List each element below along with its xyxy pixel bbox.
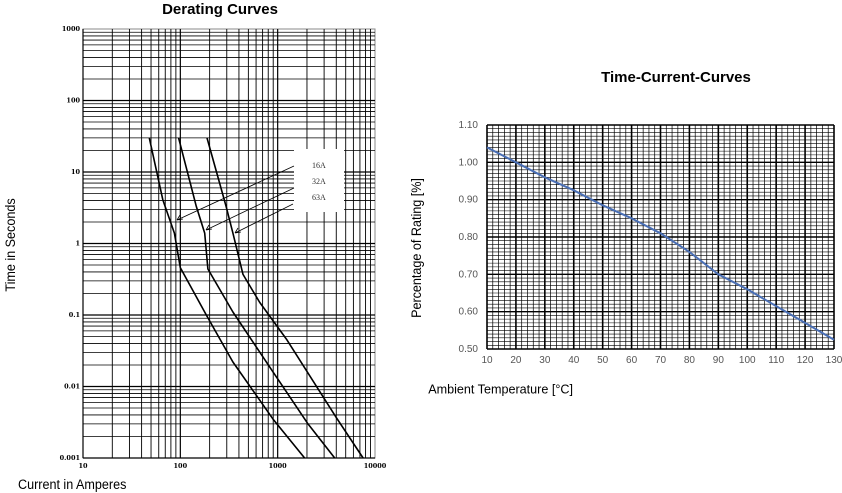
right-x-tick: 70 [655, 355, 667, 366]
right-x-tick: 90 [713, 355, 725, 366]
right-grid [486, 124, 835, 350]
left-x-tick: 10 [78, 462, 88, 470]
left-x-tick: 100 [174, 462, 188, 470]
left-x-ticks: 10 100 1000 10000 [78, 462, 386, 470]
right-x-tick: 10 [481, 355, 493, 366]
left-y-label: Time in Seconds [2, 198, 18, 292]
left-y-tick: 0.1 [69, 311, 80, 319]
left-y-ticks: 1000 100 10 1 0.1 0.01 0.001 [60, 25, 81, 462]
right-x-tick: 130 [826, 355, 842, 366]
right-y-tick: 1.00 [459, 157, 479, 168]
curve-16a [148, 137, 306, 459]
right-x-tick: 20 [510, 355, 522, 366]
right-y-tick: 0.80 [459, 232, 479, 243]
right-x-tick: 110 [768, 355, 784, 366]
right-x-label: Ambient Temperature [°C] [428, 383, 573, 397]
legend-63a: 63A [312, 193, 326, 202]
right-y-tick: 0.50 [459, 344, 479, 355]
left-x-tick: 10000 [364, 462, 387, 470]
right-title: Time-Current-Curves [601, 69, 751, 86]
legend-16a: 16A [312, 161, 326, 170]
arrow-63a [234, 203, 294, 234]
time-current-chart: 10 20 30 40 50 60 70 80 90 100 110 120 130 0.500.600… [408, 69, 842, 397]
derating-curves-chart: 10 100 1000 10000 1000 100 10 1 0.1 0.01 0.001 16… [2, 1, 386, 492]
arrow-32a [205, 187, 295, 231]
right-y-ticks: 0.50 0.60 0.70 0.80 0.90 1.00 1.10 [459, 120, 479, 355]
left-y-tick: 1000 [62, 25, 81, 33]
left-y-tick: 0.01 [64, 383, 80, 391]
right-x-tick: 50 [597, 355, 609, 366]
left-grid [82, 29, 375, 459]
legend-32a: 32A [312, 177, 326, 186]
legend-arrows [176, 165, 295, 234]
curve-63a [206, 137, 364, 459]
left-y-tick: 0.001 [60, 454, 80, 462]
right-x-ticks: 10 20 30 40 50 60 70 80 90 100 110 120 130 [481, 355, 842, 366]
right-x-tick: 40 [568, 355, 580, 366]
right-x-tick: 60 [626, 355, 638, 366]
right-y-label: Percentage of Rating [%] [408, 178, 424, 318]
right-x-tick: 80 [684, 355, 696, 366]
legend-box [294, 149, 344, 212]
left-x-tick: 1000 [269, 462, 288, 470]
right-y-tick: 0.60 [459, 307, 479, 318]
right-x-tick: 30 [539, 355, 551, 366]
right-y-tick: 1.10 [459, 120, 479, 131]
right-x-tick: 120 [797, 355, 814, 366]
arrow-16a [176, 165, 295, 221]
right-series-line [486, 146, 835, 341]
left-x-label: Current in Amperes [18, 476, 127, 492]
right-y-tick: 0.90 [459, 195, 479, 206]
right-y-tick: 0.70 [459, 269, 479, 280]
left-y-tick: 100 [66, 97, 80, 105]
left-title: Derating Curves [162, 1, 278, 18]
right-x-tick: 100 [739, 355, 756, 366]
left-y-tick: 10 [71, 168, 81, 176]
left-y-tick: 1 [75, 240, 80, 248]
